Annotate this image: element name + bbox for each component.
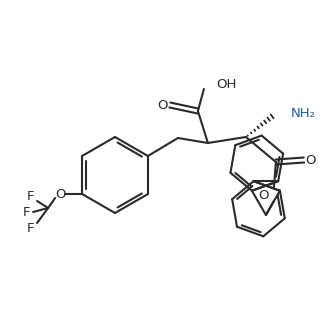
Text: F: F [22,205,30,218]
Text: OH: OH [216,77,236,91]
Text: O: O [55,187,65,200]
Text: F: F [26,189,34,202]
Text: O: O [158,99,168,112]
Text: F: F [26,221,34,234]
Text: NH₂: NH₂ [291,107,316,120]
Text: O: O [259,188,269,201]
Text: O: O [306,154,316,167]
